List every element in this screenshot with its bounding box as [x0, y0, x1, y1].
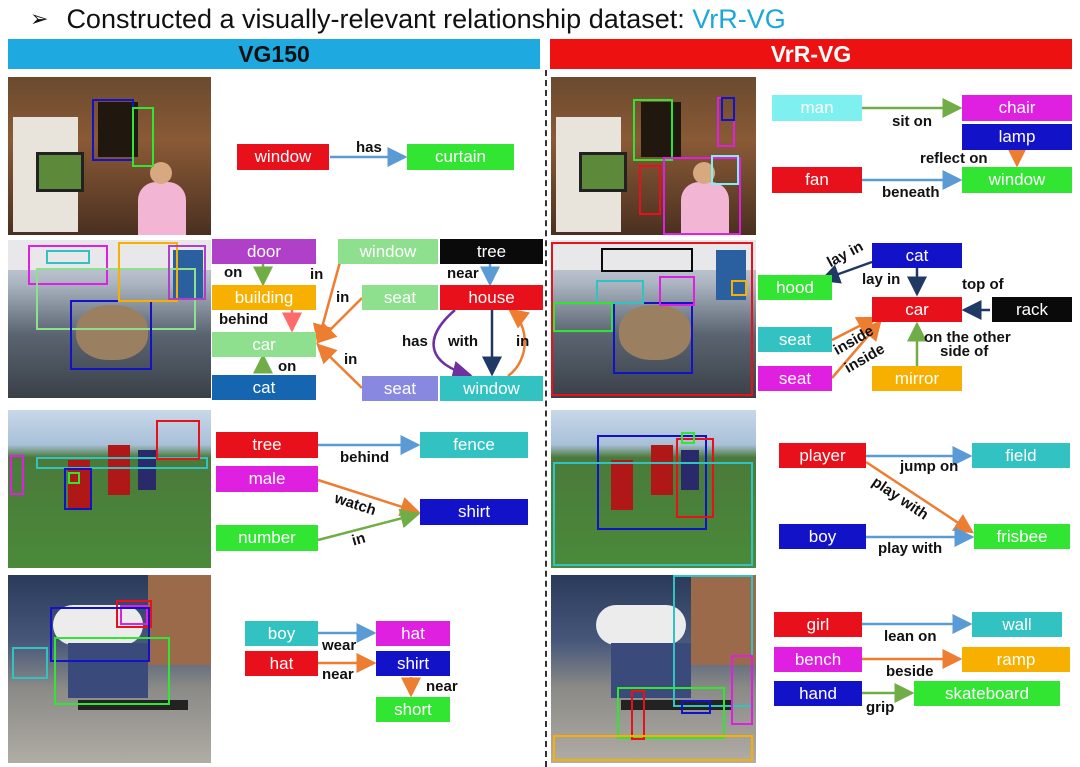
rel-in: in [349, 529, 368, 550]
rel-near: near [322, 666, 354, 683]
rel-has: has [356, 139, 382, 156]
node-boy: boy [779, 524, 866, 549]
photo-frisbee-field-vrr [551, 410, 756, 568]
rel-sit-on: sit on [892, 113, 932, 130]
node-fence: fence [420, 432, 528, 458]
arrow-bullet-icon: ➢ [30, 6, 49, 31]
node-wall: wall [972, 612, 1062, 637]
rel-watch: watch [332, 489, 379, 520]
node-field: field [972, 443, 1070, 468]
node-player: player [779, 443, 866, 468]
node-ramp: ramp [962, 647, 1070, 672]
node-tree: tree [216, 432, 318, 458]
rel-in: in [344, 351, 358, 368]
slide-title-text: Constructed a visually-relevant relation… [66, 4, 693, 34]
node-man: man [772, 95, 862, 121]
rel-in: in [336, 289, 350, 306]
rel-on: on [278, 358, 297, 375]
node-chair: chair [962, 95, 1072, 121]
slide-title-accent: VrR-VG [692, 4, 786, 34]
node-door: door [212, 239, 316, 264]
node-mirror: mirror [872, 366, 962, 391]
rel-lean-on: lean on [884, 628, 937, 645]
header-vrrvg: VrR-VG [550, 39, 1072, 69]
rel-wear: wear [322, 637, 357, 654]
rel-lay-in: lay in [862, 271, 901, 288]
node-seat: seat [758, 327, 832, 352]
node-hood: hood [758, 275, 832, 300]
dashed-divider [545, 70, 547, 767]
rel-side-of: side of [940, 343, 989, 360]
node-car: car [212, 332, 316, 357]
photo-cat-car-vrr [551, 240, 756, 398]
rel-beside: beside [886, 663, 934, 680]
node-building: building [212, 285, 316, 310]
node-hand: hand [774, 681, 862, 706]
node-girl: girl [774, 612, 862, 637]
photo-living-room [8, 77, 211, 235]
node-male: male [216, 466, 318, 492]
node-hat: hat [245, 651, 318, 676]
node-house: house [440, 285, 543, 310]
photo-skateboard-vrr [551, 575, 756, 763]
header-vg150: VG150 [8, 39, 540, 69]
rel-behind: behind [219, 311, 269, 328]
node-window: window [962, 167, 1072, 193]
node-boy: boy [245, 621, 318, 646]
rel-in: in [516, 333, 530, 350]
photo-frisbee-field [8, 410, 211, 568]
node-seat: seat [758, 366, 832, 391]
rel-on: on [224, 264, 243, 281]
rel-lay-in: lay in [824, 237, 867, 272]
node-frisbee: frisbee [974, 524, 1070, 549]
node-cat: cat [212, 375, 316, 400]
node-seat: seat [362, 376, 438, 401]
node-hat: hat [376, 621, 450, 646]
node-window: window [440, 376, 543, 401]
node-lamp: lamp [962, 124, 1072, 150]
node-bench: bench [774, 647, 862, 672]
photo-living-room-vrr [551, 77, 756, 235]
node-shirt: shirt [376, 651, 450, 676]
rel-reflect-on: reflect on [920, 150, 988, 167]
rel-on-the-other: on the other [924, 329, 1011, 346]
node-fan: fan [772, 167, 862, 193]
node-car: car [872, 297, 962, 322]
rel-near: near [447, 265, 479, 282]
node-curtain: curtain [407, 144, 514, 170]
rel-grip: grip [866, 699, 895, 716]
rel-play-with: play with [878, 540, 943, 557]
node-short: short [376, 697, 450, 722]
rel-play-with: play with [868, 473, 932, 524]
rel-with: with [448, 333, 478, 350]
slide-title: ➢ Constructed a visually-relevant relatio… [30, 2, 786, 36]
rel-jump-on: jump on [900, 458, 959, 475]
node-window: window [237, 144, 329, 170]
photo-cat-car [8, 240, 211, 398]
rel-has: has [402, 333, 428, 350]
node-tree: tree [440, 239, 543, 264]
node-rack: rack [992, 297, 1072, 322]
rel-in: in [310, 266, 324, 283]
photo-skateboard [8, 575, 211, 763]
node-seat: seat [362, 285, 438, 310]
node-cat: cat [872, 243, 962, 268]
rel-top-of: top of [962, 276, 1004, 293]
node-skateboard: skateboard [914, 681, 1060, 706]
rel-beneath: beneath [882, 184, 940, 201]
rel-behind: behind [340, 449, 390, 466]
node-number: number [216, 525, 318, 551]
rel-near: near [426, 678, 458, 695]
node-shirt: shirt [420, 499, 528, 525]
node-window: window [338, 239, 438, 264]
